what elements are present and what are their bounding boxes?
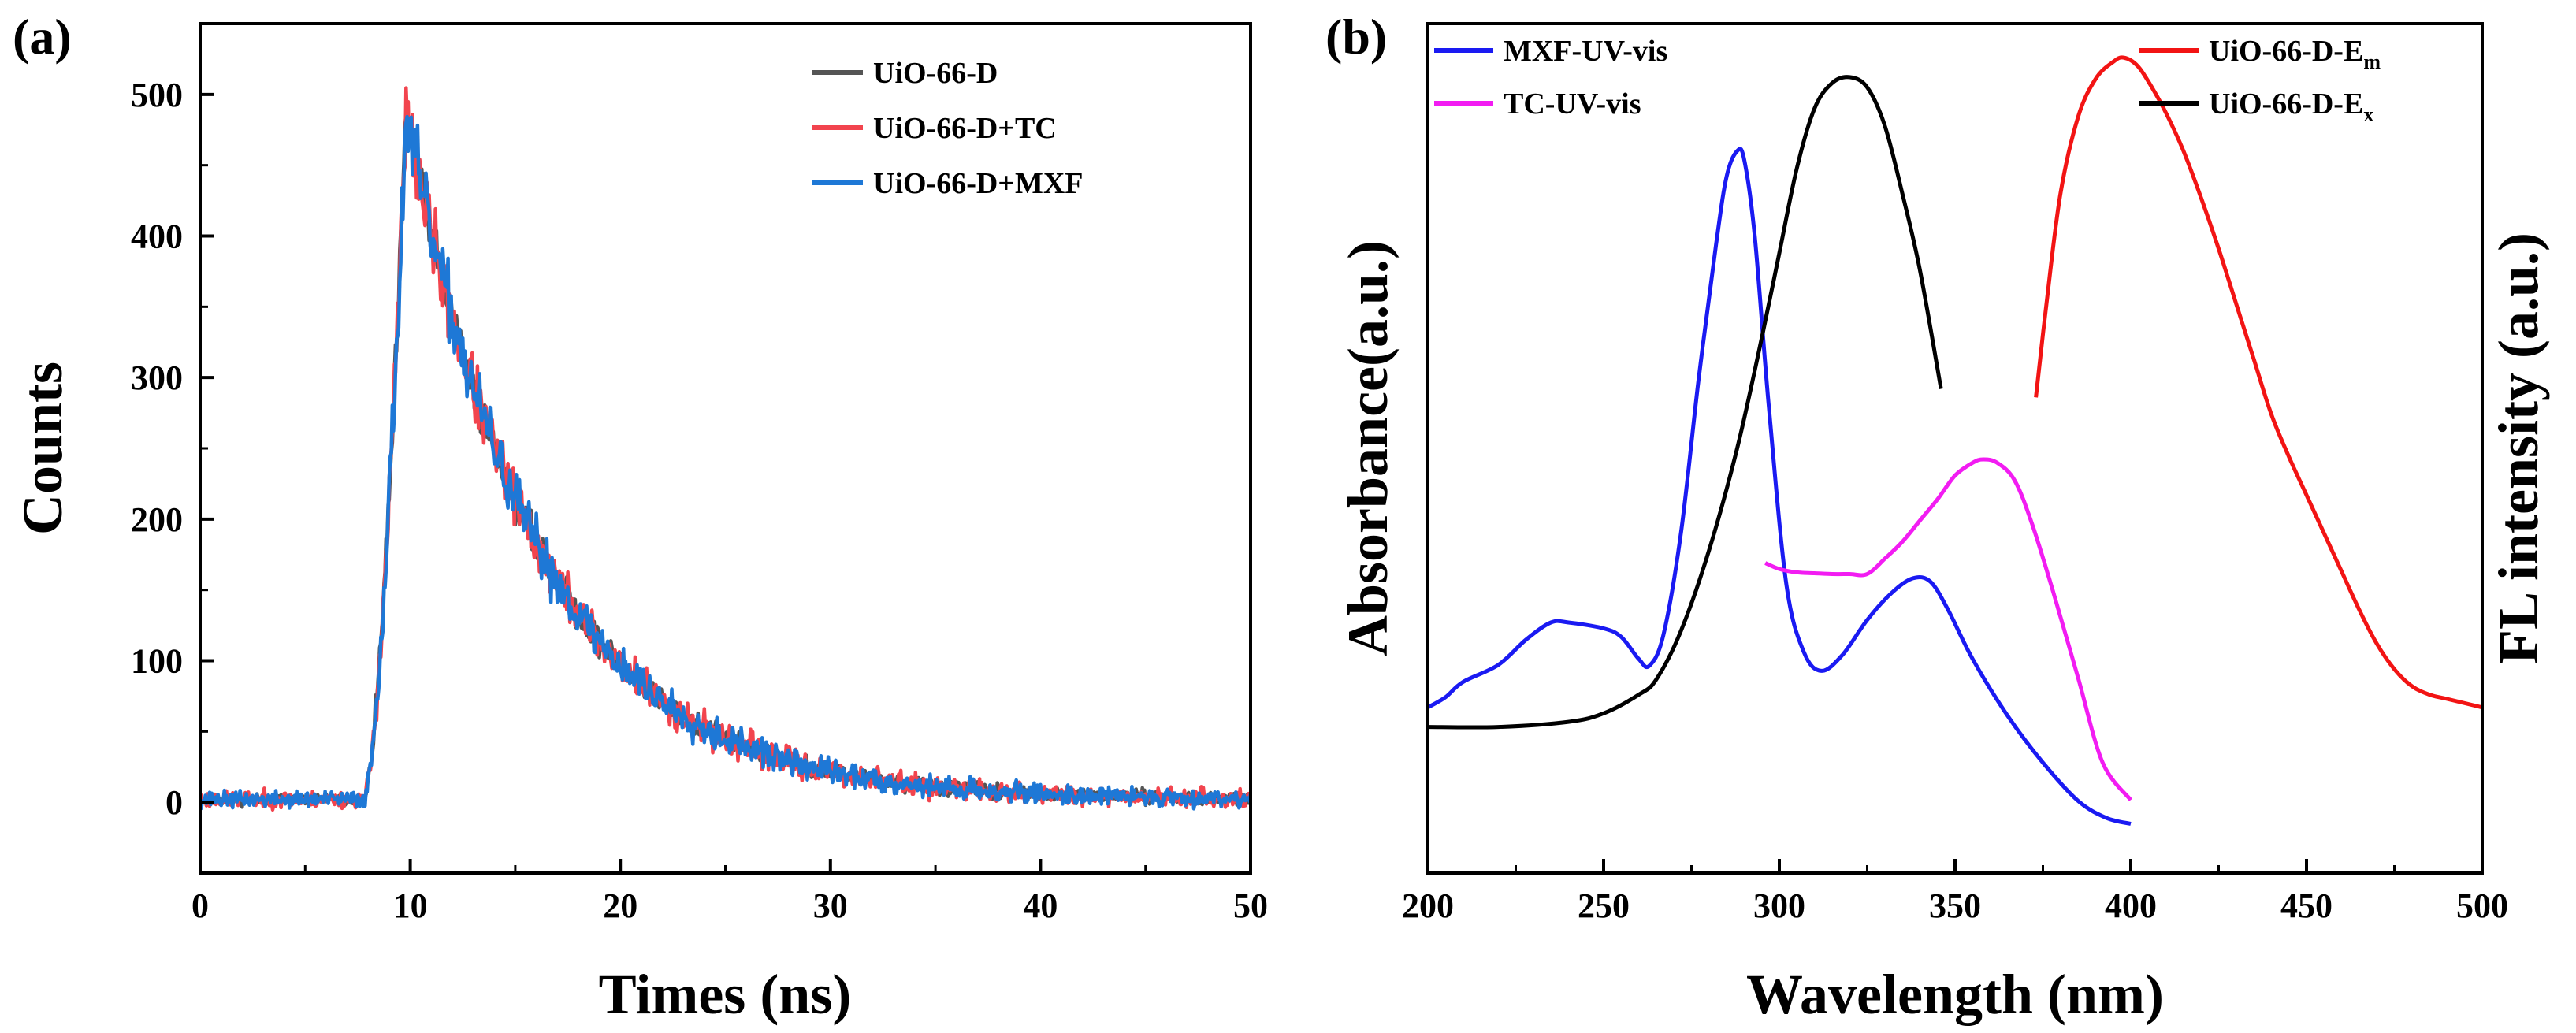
spectrum-line-uio-66-d-ex [1429,75,1943,730]
legend-label-mxf-uv-vis: MXF-UV-vis [1504,35,1667,68]
panel-a-x-axis-title: Times (ns) [599,963,852,1026]
decay-line-uio-66-d-tc [202,86,1249,812]
legend-label-uio-66-d-tc: UiO-66-D+TC [873,112,1057,145]
legend-item-uio-66-d: UiO-66-D [812,57,998,90]
legend-label-uio-66-d-ex: UiO-66-D-Ex [2209,87,2373,126]
panel-a-y-tick-label: 100 [131,642,183,681]
panel-a-x-tick-label: 0 [191,886,209,925]
decay-line-uio-66-d-mxf [202,114,1249,811]
panel-b-plot-frame [1426,22,2484,875]
panel-b-x-tick-label: 400 [2105,886,2157,925]
panel-b-legend: MXF-UV-vis TC-UV-vis UiO-66-D-Em UiO-66-… [1434,35,2381,126]
legend-label-uio-66-d-em: UiO-66-D-Em [2209,35,2381,73]
legend-label-tc-uv-vis: TC-UV-vis [1504,87,1641,121]
panel-a-label: (a) [13,9,72,65]
panel-b-x-axis-title: Wavelength (nm) [1746,963,2164,1026]
legend-item-tc-uv-vis: TC-UV-vis [1434,87,1641,121]
panel-b-left-axis-title: Absorbance(a.u.) [1336,240,1400,656]
panel-b-x-tick-label: 300 [1753,886,1805,925]
panel-b-right-axis-title: FL intensity (a.u.) [2487,232,2550,664]
panel-a-x-tick-label: 50 [1233,886,1268,925]
panel-b-x-tick-label: 350 [1929,886,1981,925]
legend-label-uio-66-d-mxf: UiO-66-D+MXF [873,167,1083,200]
panel-a-y-tick-label: 0 [165,783,183,822]
panel-a-y-axis-title: Counts [11,362,74,535]
panel-b-label: (b) [1325,9,1387,65]
panel-a-x-tick-label: 40 [1023,886,1058,925]
panel-a-y-tick-label: 300 [131,359,183,397]
panel-b-x-tick-label: 450 [2280,886,2333,925]
panel-b-x-axis: 200 250 300 350 400 450 500 [1402,859,2508,925]
spectrum-line-tc-uv-vis [1764,457,2133,801]
panel-a-x-tick-label: 10 [393,886,428,925]
panel-a-y-tick-label: 400 [131,217,183,256]
panel-b-spectra-chart: (b) 200 250 300 350 400 450 500 Wavelength (nm… [1325,9,2550,1026]
panel-a-y-axis: 0 100 200 300 400 500 [131,76,214,822]
spectrum-line-uio-66-d-em [2034,55,2481,709]
legend-item-uio-66-d-tc: UiO-66-D+TC [812,112,1057,145]
panel-b-x-tick-label: 200 [1402,886,1454,925]
panel-a-y-tick-label: 200 [131,500,183,539]
panel-b-x-tick-label: 250 [1578,886,1630,925]
panel-a-legend: UiO-66-D UiO-66-D+TC UiO-66-D+MXF [812,57,1083,200]
spectrum-line-mxf-uv-vis [1429,147,2132,826]
panel-a-decay-chart: (a) 0 10 20 30 40 50 0 100 200 300 400 500 Times (… [11,9,1268,1026]
panel-a-x-tick-label: 30 [813,886,848,925]
decay-line-uio-66-d [202,111,1249,809]
panel-a-y-tick-label: 500 [131,76,183,114]
legend-item-mxf-uv-vis: MXF-UV-vis [1434,35,1667,68]
panel-a-x-tick-label: 20 [603,886,637,925]
panel-b-x-tick-label: 500 [2456,886,2508,925]
panel-a-series-group [202,86,1249,812]
legend-item-uio-66-d-ex: UiO-66-D-Ex [2139,87,2373,126]
legend-item-uio-66-d-mxf: UiO-66-D+MXF [812,167,1083,200]
legend-label-uio-66-d: UiO-66-D [873,57,998,90]
legend-item-uio-66-d-em: UiO-66-D-Em [2139,35,2381,73]
panel-b-series-group [1429,55,2481,826]
panel-a-x-axis: 0 10 20 30 40 50 [191,859,1268,925]
